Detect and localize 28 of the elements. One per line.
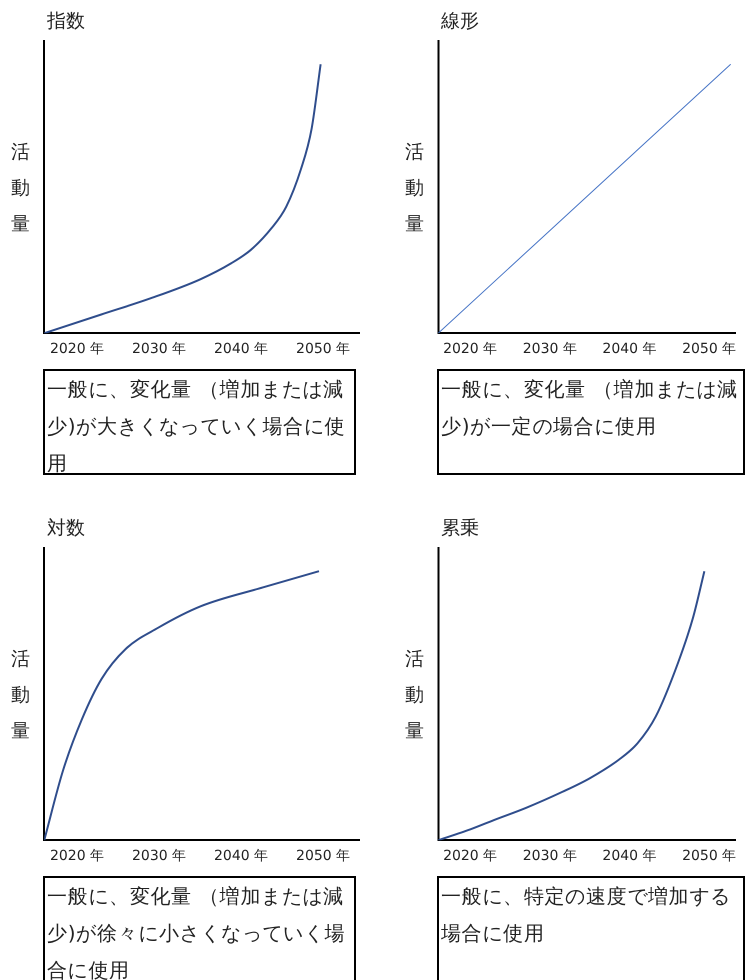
y-axis-title: 活動量	[11, 647, 31, 744]
x-tick-label: 2030 年	[132, 848, 186, 864]
x-tick-label: 2020 年	[443, 341, 498, 358]
text: 一般に、変化量 （増加または減少)が大きくなっていく場合に使用	[43, 369, 356, 475]
x-tick-label: 2030 年	[132, 341, 186, 358]
x-tick-label: 2050 年	[682, 848, 736, 864]
x-tick-label: 2020 年	[50, 341, 104, 358]
x-tick-label: 2040 年	[602, 341, 657, 358]
text: 一般に、変化量 （増加または減少)が一定の場合に使用	[437, 369, 745, 475]
x-tick-label: 2040 年	[214, 848, 268, 864]
x-tick-label: 2040 年	[602, 848, 657, 864]
text: 一般に、特定の速度で増加する場合に使用	[437, 876, 745, 980]
x-tick-label: 2050 年	[682, 341, 736, 358]
text: 一般に、変化量 （増加または減少)が徐々に小さくなっていく場合に使用	[43, 876, 356, 980]
x-tick-label: 2030 年	[522, 848, 577, 864]
chart-title: 指数	[47, 9, 85, 34]
x-tick-label: 2040 年	[214, 341, 268, 358]
x-tick-label: 2050 年	[296, 848, 350, 864]
chart-title: 線形	[441, 9, 479, 34]
x-tick-label: 2030 年	[522, 341, 577, 358]
chart-title: 対数	[47, 516, 85, 541]
y-axis-title: 活動量	[405, 140, 425, 237]
y-axis-title: 活動量	[405, 647, 425, 744]
chart-title: 累乗	[441, 516, 479, 541]
y-axis-title: 活動量	[11, 140, 31, 237]
x-tick-label: 2050 年	[296, 341, 350, 358]
x-tick-label: 2020 年	[443, 848, 498, 864]
x-tick-label: 2020 年	[50, 848, 104, 864]
